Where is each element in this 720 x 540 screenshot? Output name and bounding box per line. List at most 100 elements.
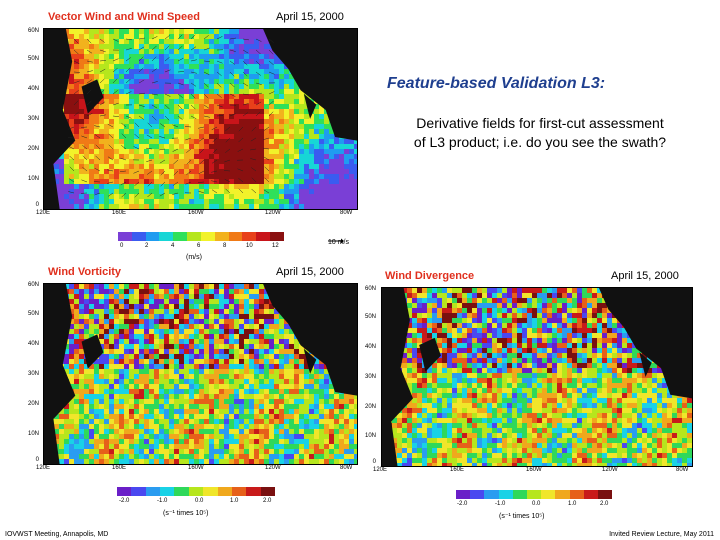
wind-lat-label: 10N [27,176,39,182]
vorticity-lat-label: 10N [27,431,39,437]
vorticity-colorbar-tick: -1.0 [157,498,168,504]
wind-colorbar-tick: 10 [246,243,253,249]
divergence-panel-date: April 15, 2000 [611,270,679,282]
wind-lon-label: 120W [265,210,281,216]
wind-panel-date: April 15, 2000 [276,11,344,23]
colorbar-swatch [555,490,570,499]
divergence-lat-label: 40N [364,344,376,350]
vorticity-colorbar [117,487,275,496]
vorticity-colorbar-unit: (s⁻¹ times 10⁵) [163,510,209,517]
colorbar-swatch [159,232,174,241]
vorticity-lon-label: 80W [340,465,353,471]
vorticity-colorbar-tick: 1.0 [230,498,239,504]
vorticity-lat-label: 0 [35,457,39,463]
wind-lat-label: 0 [35,202,39,208]
colorbar-swatch [187,232,201,241]
vector-scale-arrow-icon [328,232,344,244]
colorbar-swatch [217,487,232,496]
wind-lat-label: 20N [27,146,39,152]
colorbar-swatch [214,232,229,241]
colorbar-swatch [246,487,261,496]
divergence-lat-label: 60N [364,286,376,292]
divergence-colorbar-tick: -1.0 [495,501,506,507]
vorticity-lon-label: 120E [36,465,51,471]
colorbar-swatch [498,490,513,499]
wind-colorbar-tick: 2 [145,243,149,249]
wind-lat-label: 50N [27,56,39,62]
slide-heading: Feature-based Validation L3: [387,75,606,92]
wind-lon-label: 160W [188,210,204,216]
wind-lat-label: 40N [27,86,39,92]
divergence-lon-label: 160W [526,467,542,473]
wind-colorbar-tick: 0 [120,243,124,249]
colorbar-swatch [174,487,189,496]
divergence-map [381,287,693,467]
divergence-lon-label: 160E [450,467,465,473]
colorbar-swatch [583,490,598,499]
wind-colorbar-tick: 8 [223,243,227,249]
divergence-colorbar-tick: -2.0 [457,501,468,507]
vorticity-map [43,283,358,465]
colorbar-swatch [541,490,556,499]
vorticity-lat-label: 30N [27,371,39,377]
divergence-lat-label: 30N [364,374,376,380]
vorticity-colorbar-tick: 0.0 [195,498,204,504]
wind-colorbar-unit: (m/s) [186,254,202,261]
colorbar-swatch [173,232,188,241]
divergence-lon-label: 120E [373,467,388,473]
subtext-line-2: of L3 product; i.e. do you see the swath… [413,134,667,150]
colorbar-swatch [131,487,146,496]
colorbar-swatch [242,232,257,241]
colorbar-swatch [231,487,247,496]
divergence-colorbar-tick: 0.0 [532,501,541,507]
colorbar-swatch [188,487,204,496]
colorbar-swatch [131,232,146,241]
colorbar-swatch [260,487,275,496]
colorbar-swatch [200,232,215,241]
colorbar-swatch [117,487,132,496]
divergence-lat-label: 20N [364,404,376,410]
slide-subtext: Derivative fields for first-cut assessme… [378,114,702,152]
colorbar-swatch [160,487,175,496]
divergence-lat-label: 0 [372,459,376,465]
divergence-colorbar-unit: (s⁻¹ times 10⁵) [499,513,545,520]
colorbar-swatch [512,490,527,499]
colorbar-swatch [228,232,243,241]
vorticity-panel-date: April 15, 2000 [276,266,344,278]
colorbar-swatch [569,490,584,499]
vorticity-lat-label: 20N [27,401,39,407]
wind-colorbar-tick: 6 [197,243,201,249]
divergence-lon-label: 80W [676,467,689,473]
wind-colorbar-tick: 12 [272,243,279,249]
divergence-lat-label: 10N [364,433,376,439]
vorticity-panel-title: Wind Vorticity [48,266,122,278]
colorbar-swatch [118,232,132,241]
wind-lat-label: 60N [27,28,39,34]
colorbar-swatch [456,490,471,499]
divergence-colorbar-tick: 1.0 [568,501,577,507]
divergence-lat-label: 50N [364,314,376,320]
subtext-line-1: Derivative fields for first-cut assessme… [416,115,664,131]
divergence-panel-title: Wind Divergence [385,270,475,282]
wind-colorbar-tick: 4 [171,243,175,249]
colorbar-swatch [203,487,218,496]
colorbar-swatch [597,490,613,499]
vorticity-lon-label: 160E [112,465,127,471]
divergence-lon-label: 120W [602,467,618,473]
colorbar-swatch [256,232,271,241]
vorticity-lon-label: 120W [265,465,281,471]
vorticity-lat-label: 60N [27,282,39,288]
wind-panel-title: Vector Wind and Wind Speed [48,11,200,23]
wind-lon-label: 120E [36,210,51,216]
vorticity-lon-label: 160W [188,465,204,471]
wind-speed-colorbar [118,232,284,241]
wind-speed-map [43,28,358,210]
wind-lon-label: 80W [340,210,353,216]
divergence-colorbar [456,490,613,499]
vorticity-lat-label: 40N [27,341,39,347]
wind-lon-label: 160E [112,210,127,216]
colorbar-swatch [145,487,161,496]
wind-lat-label: 30N [27,116,39,122]
colorbar-swatch [145,232,160,241]
vorticity-colorbar-tick: 2.0 [263,498,272,504]
